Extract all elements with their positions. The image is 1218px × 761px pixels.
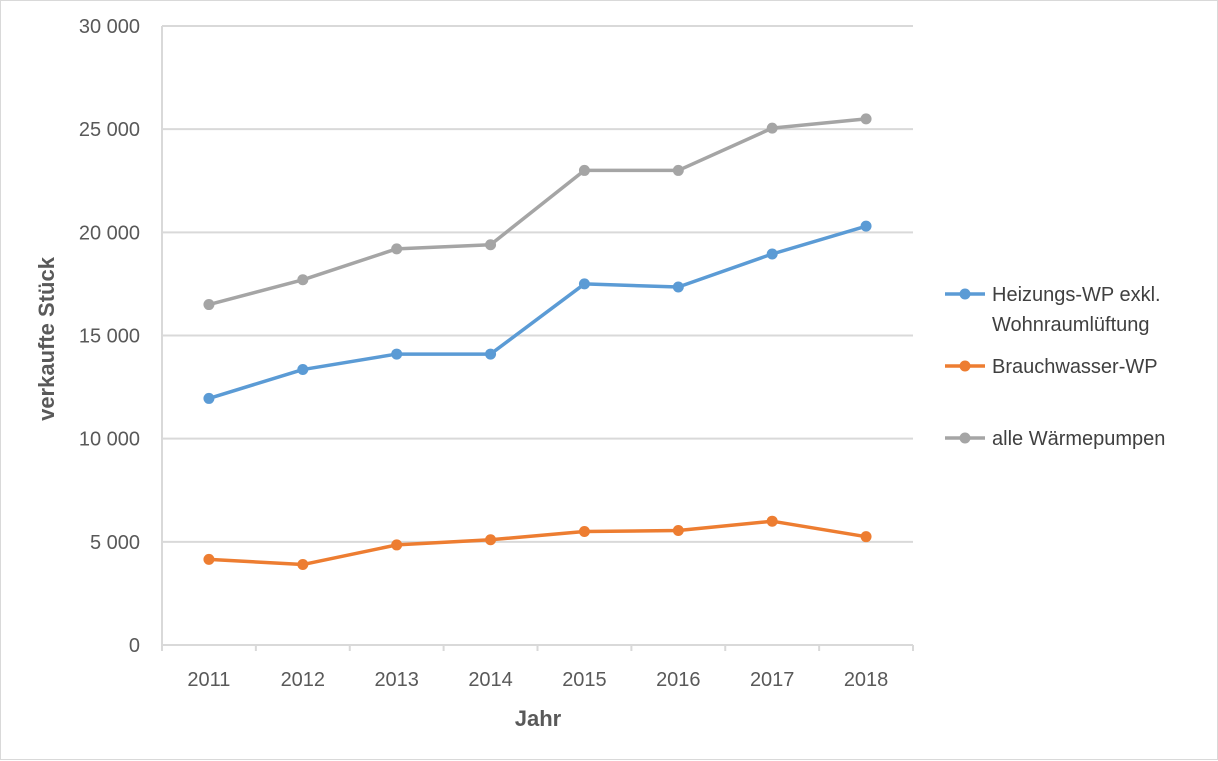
legend-item: Heizungs-WP exkl. Wohnraumlüftung bbox=[945, 284, 1161, 336]
legend-label: Heizungs-WP exkl. Wohnraumlüftung bbox=[992, 284, 1161, 336]
data-point bbox=[672, 281, 684, 293]
data-point bbox=[860, 113, 872, 125]
data-point bbox=[672, 164, 684, 176]
legend-marker bbox=[959, 432, 971, 444]
data-point bbox=[297, 559, 309, 571]
data-point bbox=[391, 539, 403, 551]
x-tick-label: 2018 bbox=[844, 669, 889, 691]
legend-label: alle Wärmepumpen bbox=[992, 428, 1165, 450]
y-tick-label: 15 000 bbox=[79, 326, 140, 348]
data-point bbox=[203, 299, 215, 311]
series-line bbox=[207, 117, 868, 307]
x-tick-labels: 2011 2012 2013 2014 2015 2016 2017 2018 bbox=[187, 669, 888, 691]
data-point bbox=[672, 524, 684, 536]
data-point bbox=[766, 122, 778, 134]
x-tick-label: 2014 bbox=[468, 669, 513, 691]
series-2 bbox=[203, 515, 872, 571]
y-tick-label: 25 000 bbox=[79, 119, 140, 141]
data-point bbox=[297, 274, 309, 286]
legend-item: alle Wärmepumpen bbox=[945, 428, 1165, 450]
data-point bbox=[485, 239, 497, 251]
y-tick-label: 5 000 bbox=[90, 532, 140, 554]
series-group bbox=[203, 113, 872, 571]
data-point bbox=[203, 392, 215, 404]
data-point bbox=[485, 534, 497, 546]
data-point bbox=[860, 531, 872, 543]
x-tick-label: 2013 bbox=[374, 669, 419, 691]
y-tick-label: 0 bbox=[129, 635, 140, 657]
data-point bbox=[578, 278, 590, 290]
data-point bbox=[860, 220, 872, 232]
legend-marker bbox=[959, 288, 971, 300]
data-point bbox=[578, 164, 590, 176]
data-point bbox=[391, 243, 403, 255]
data-point bbox=[297, 364, 309, 376]
data-point bbox=[766, 248, 778, 260]
y-axis-title: verkaufte Stück bbox=[34, 256, 59, 421]
series-1 bbox=[203, 220, 872, 404]
y-tick-label: 10 000 bbox=[79, 429, 140, 451]
x-tick-label: 2012 bbox=[281, 669, 326, 691]
data-point bbox=[391, 348, 403, 360]
series-line bbox=[207, 519, 868, 567]
x-tick-label: 2017 bbox=[750, 669, 795, 691]
x-tick-label: 2016 bbox=[656, 669, 701, 691]
y-tick-label: 20 000 bbox=[79, 222, 140, 244]
data-point bbox=[485, 348, 497, 360]
y-tick-labels: 0 5 000 10 000 15 000 20 000 25 000 30 000 bbox=[79, 16, 140, 657]
x-tick-label: 2011 bbox=[187, 669, 230, 691]
y-tick-label: 30 000 bbox=[79, 16, 140, 38]
x-axis-title: Jahr bbox=[515, 706, 562, 731]
data-point bbox=[578, 526, 590, 538]
legend-marker bbox=[959, 360, 971, 372]
series-line bbox=[207, 224, 868, 401]
legend-label: Brauchwasser-WP bbox=[992, 356, 1158, 378]
legend: Heizungs-WP exkl. Wohnraumlüftung Brauchwa… bbox=[945, 284, 1165, 450]
gridlines bbox=[162, 25, 913, 543]
legend-item: Brauchwasser-WP bbox=[945, 356, 1158, 378]
data-point bbox=[203, 553, 215, 565]
axes bbox=[161, 26, 914, 651]
series-3 bbox=[203, 113, 872, 311]
data-point bbox=[766, 515, 778, 527]
x-tick-label: 2015 bbox=[562, 669, 607, 691]
